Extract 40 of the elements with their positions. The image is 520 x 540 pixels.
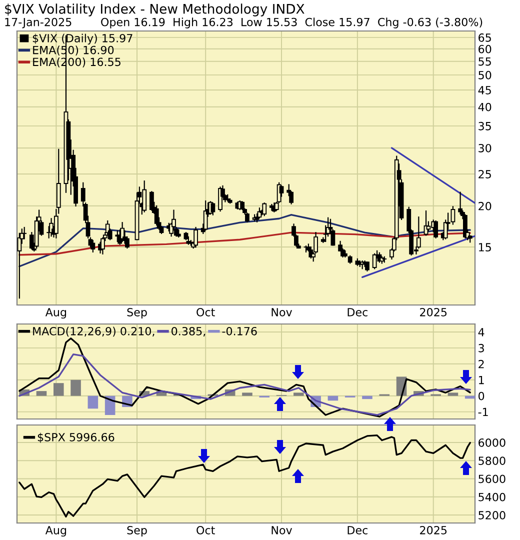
y-tick-label: 35 <box>478 122 491 130</box>
y-tick-label: 30 <box>478 144 492 152</box>
y-tick-label: 15 <box>479 243 491 252</box>
legend-label: 0.385, <box>172 326 206 337</box>
y-tick-label: 5400 <box>478 492 506 502</box>
y-tick-label: 20 <box>478 202 492 210</box>
y-tick-label: 1 <box>479 376 484 384</box>
x-tick-label: Nov <box>272 526 292 534</box>
y-tick-label: 4 <box>478 328 484 336</box>
y-tick-label: 3 <box>478 344 484 352</box>
x-tick-label: Nov <box>272 308 292 316</box>
y-tick-label: 0 <box>478 392 484 400</box>
x-tick-label: Aug <box>45 526 66 537</box>
y-tick-label: 5200 <box>478 510 506 520</box>
y-tick-label: 5600 <box>478 474 506 484</box>
y-tick-label: 25 <box>478 170 491 178</box>
x-tick-label: Dec <box>348 308 368 316</box>
y-tick-label: 45 <box>478 86 491 94</box>
y-tick-label: 55 <box>478 57 491 66</box>
y-tick-label: 40 <box>478 102 492 112</box>
legend-label: $SPX 5996.66 <box>38 432 114 443</box>
y-tick-label: 50 <box>478 70 492 80</box>
chart-title: $VIX Volatility Index - New Methodology INDX <box>5 4 304 16</box>
legend-label: MACD(12,26,9) 0.210, <box>33 326 154 337</box>
y-tick-label: 6000 <box>478 438 506 447</box>
chart-subtitle: 17-Jan-2025 Open 16.19 High 16.23 Low 15.53 Close 15.97 Chg -0.63 (-3.80%) <box>5 18 482 28</box>
x-tick-label: Sep <box>127 526 147 537</box>
x-tick-label: Sep <box>127 308 147 319</box>
x-tick-label: Aug <box>45 308 66 319</box>
legend-label: -0.176 <box>222 326 257 336</box>
y-tick-label: 2 <box>478 360 484 368</box>
y-tick-label: 65 <box>478 33 491 42</box>
x-tick-label: 2025 <box>420 308 447 316</box>
y-tick-label: -1 <box>478 408 488 416</box>
x-tick-label: 2025 <box>420 526 447 534</box>
x-tick-label: Oct <box>196 308 215 316</box>
x-tick-label: Dec <box>348 526 368 534</box>
y-tick-label: 5800 <box>478 456 506 466</box>
y-tick-label: 60 <box>478 44 492 54</box>
x-tick-label: Oct <box>196 526 215 534</box>
